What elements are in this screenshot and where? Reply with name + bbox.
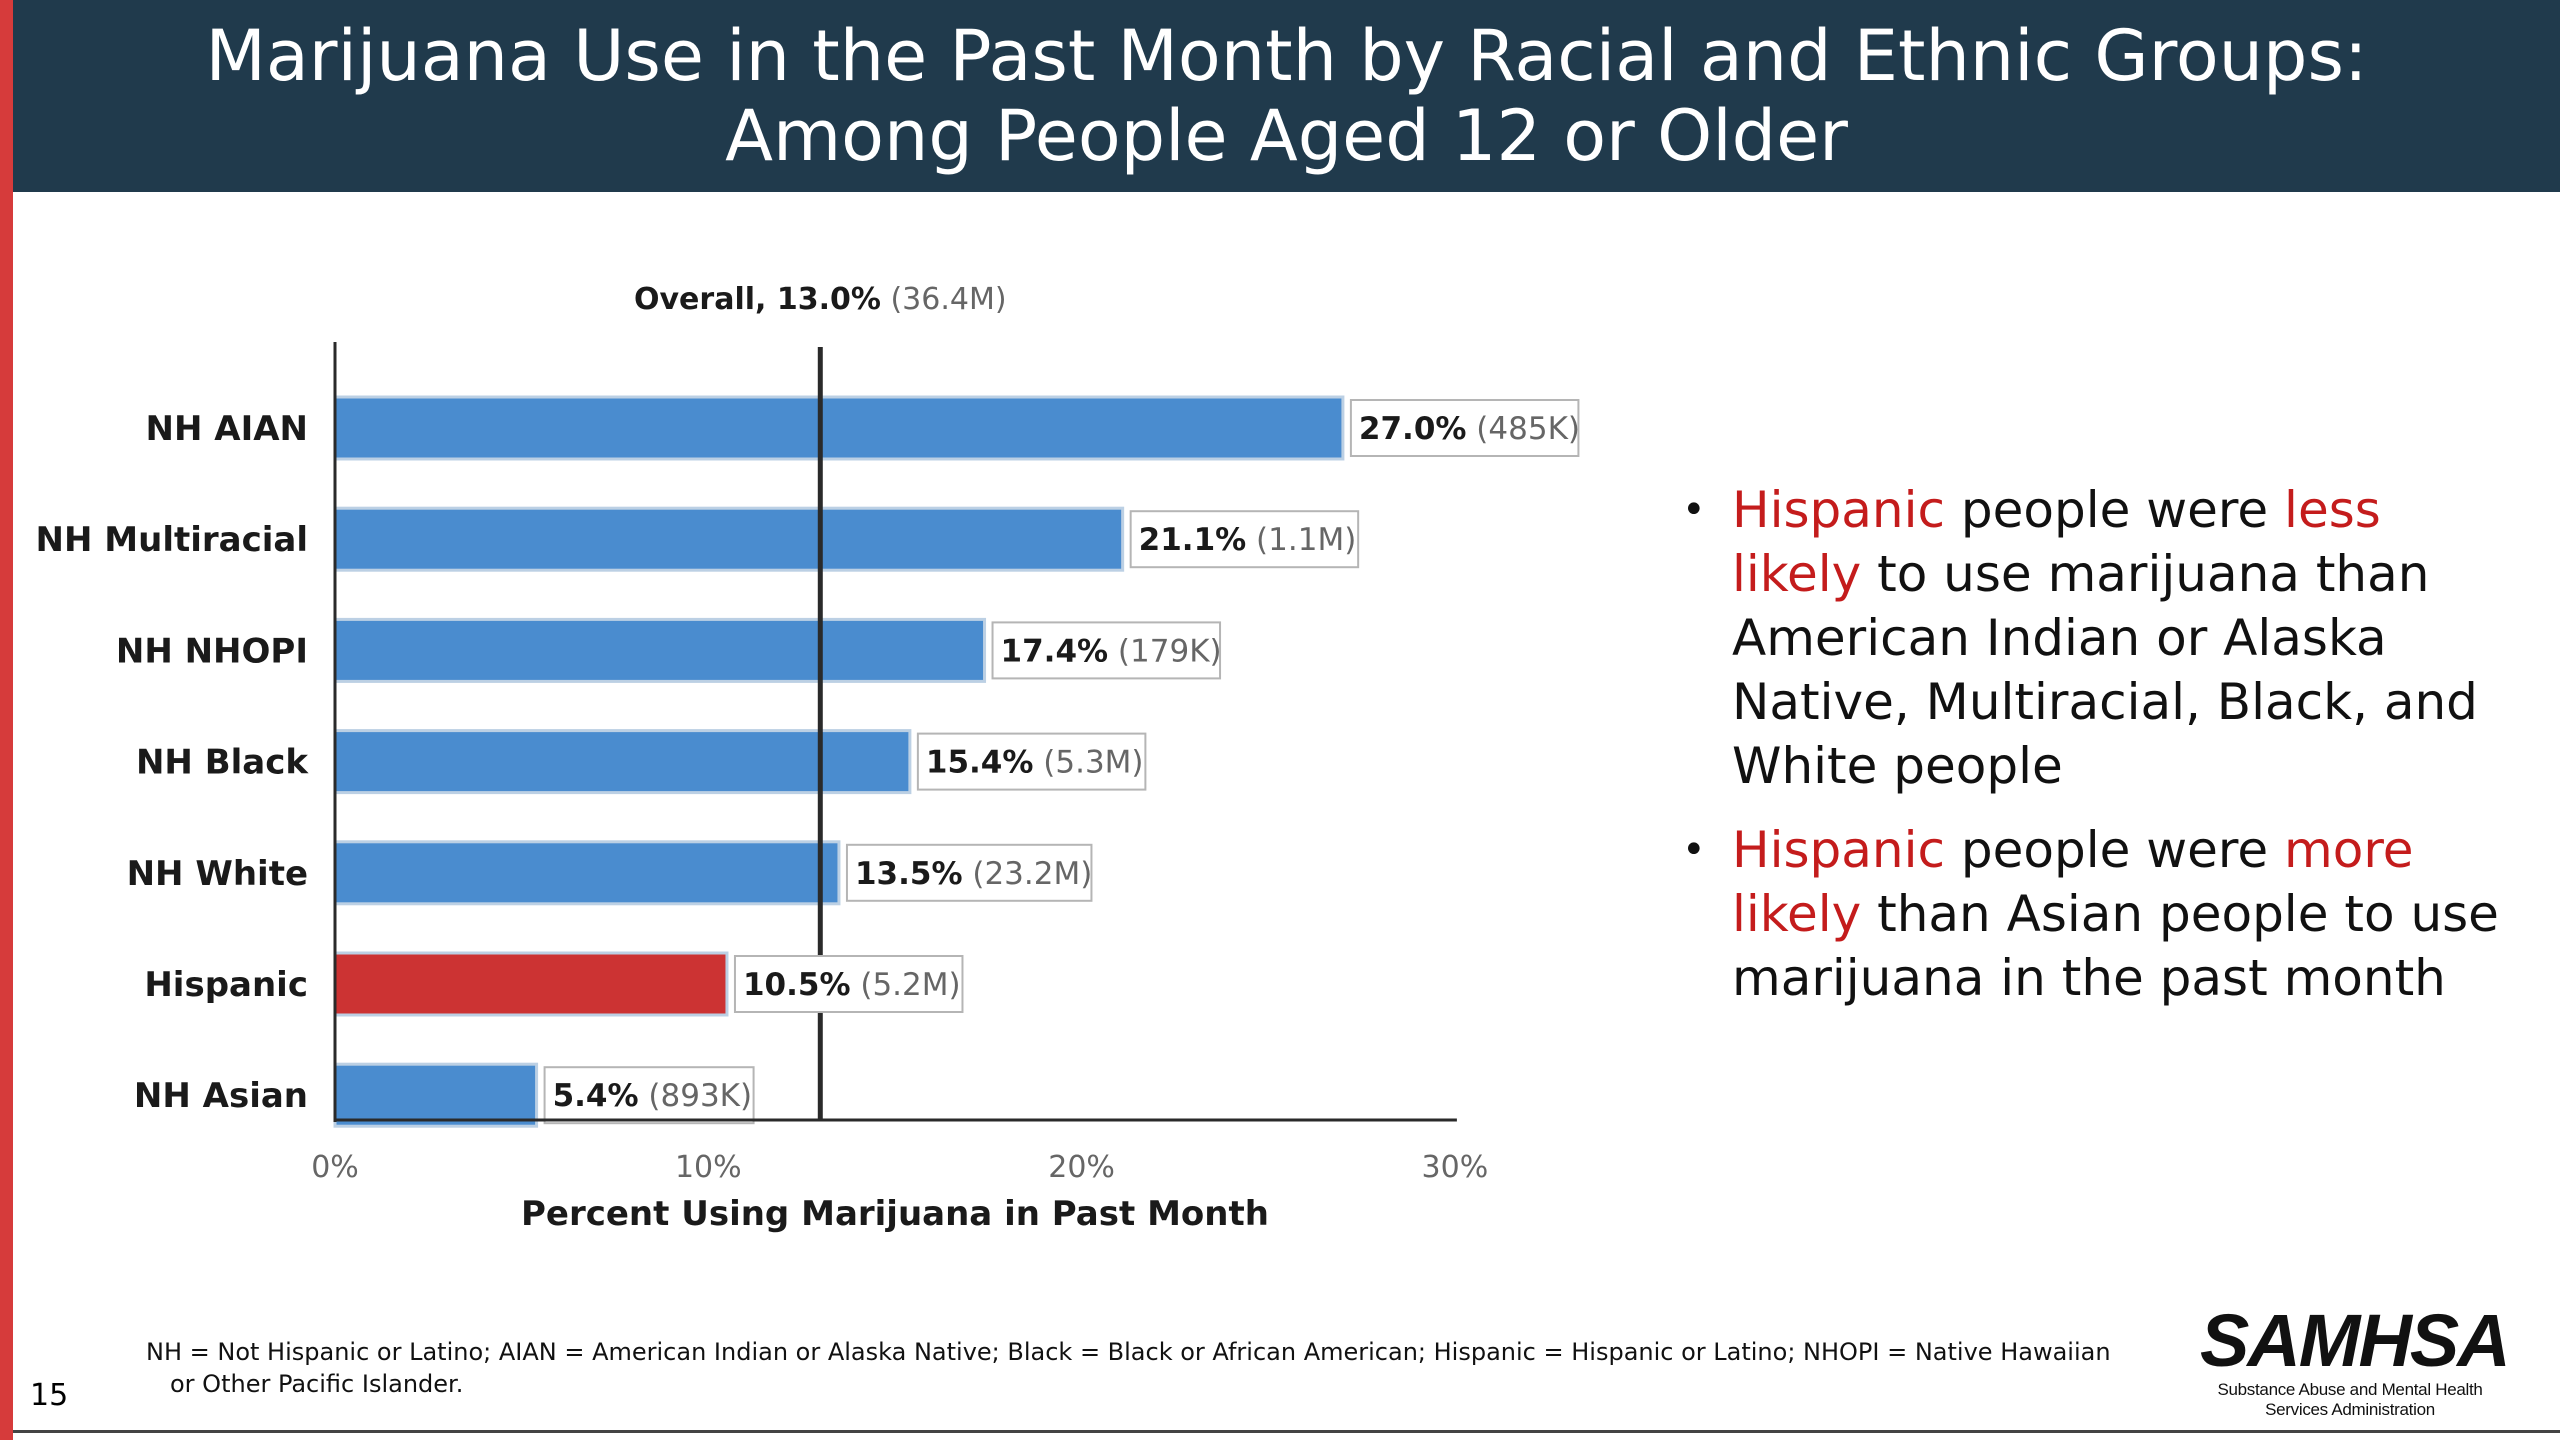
bullet-highlight-text: Hispanic xyxy=(1732,821,1945,879)
chart-data-labels: 27.0% (485K) 21.1% (1.1M) 17.4% (179K) 15.4… xyxy=(543,399,1580,1125)
category-label: NH Black xyxy=(136,743,309,783)
page-number: 15 xyxy=(30,1378,69,1413)
bottom-rule xyxy=(13,1430,2560,1433)
key-findings: • Hispanic people were less likely to use… xyxy=(1682,478,2512,1030)
data-label-count: (485K) xyxy=(1466,411,1580,447)
data-label-count: (5.3M) xyxy=(1033,745,1143,781)
data-label-box xyxy=(1129,510,1360,569)
bullet-highlight-text: Hispanic xyxy=(1732,481,1945,539)
overall-count: (36.4M) xyxy=(881,282,1007,317)
data-label-value: 10.5% xyxy=(743,967,851,1003)
data-label: 21.1% (1.1M) xyxy=(1139,522,1357,558)
data-label-box xyxy=(845,843,1093,902)
data-label-value: 21.1% xyxy=(1139,522,1247,558)
logo-subtitle-line-2: Services Administration xyxy=(2265,1400,2435,1419)
data-label-box xyxy=(543,1066,755,1125)
category-label: NH White xyxy=(127,854,308,894)
data-label-value: 15.4% xyxy=(926,745,1034,781)
x-tick-label: 20% xyxy=(1048,1150,1115,1185)
slide-title-line-1: Marijuana Use in the Past Month by Racia… xyxy=(205,15,2368,97)
x-axis-title: Percent Using Marijuana in Past Month xyxy=(521,1194,1269,1234)
bullet-text: people were xyxy=(1945,821,2285,879)
overall-reference-label: Overall, 13.0% (36.4M) xyxy=(634,282,1007,317)
data-label-value: 27.0% xyxy=(1359,411,1467,447)
bullet-highlight-text: less likely xyxy=(1732,481,2381,603)
samhsa-logo: SAMHSA Substance Abuse and Mental Health… xyxy=(2200,1299,2511,1420)
data-label: 10.5% (5.2M) xyxy=(743,967,961,1003)
bar xyxy=(333,617,987,683)
data-label-count: (1.1M) xyxy=(1246,522,1356,558)
bullet-highlight-text: more likely xyxy=(1732,821,2414,943)
category-label: Hispanic xyxy=(144,965,308,1005)
accent-bar xyxy=(0,0,13,1440)
title-banner: Marijuana Use in the Past Month by Racia… xyxy=(13,0,2560,192)
slide-title-line-2: Among People Aged 12 or Older xyxy=(725,95,1848,177)
bar xyxy=(333,951,729,1017)
data-label: 13.5% (23.2M) xyxy=(855,856,1092,892)
data-label-count: (893K) xyxy=(639,1078,753,1114)
category-label: NH Multiracial xyxy=(36,520,308,560)
category-label: NH Asian xyxy=(134,1076,308,1116)
x-tick-label: 30% xyxy=(1422,1150,1489,1185)
data-label-value: 17.4% xyxy=(1001,633,1109,669)
bar xyxy=(333,395,1345,461)
x-tick-label: 0% xyxy=(311,1150,359,1185)
data-label-count: (5.2M) xyxy=(851,967,961,1003)
data-label-box xyxy=(733,955,964,1013)
logo-subtitle-line-1: Substance Abuse and Mental Health xyxy=(2217,1380,2483,1399)
data-label: 17.4% (179K) xyxy=(1001,633,1222,669)
bar-chart: NH AIAN NH Multiracial NH NHOPI NH Black NH … xyxy=(36,282,1580,1234)
x-tick-label: 10% xyxy=(675,1150,742,1185)
data-label-value: 5.4% xyxy=(553,1078,639,1114)
data-label-box xyxy=(1349,399,1580,457)
data-label-value: 13.5% xyxy=(855,856,963,892)
data-label-box xyxy=(916,732,1147,791)
category-label: NH AIAN xyxy=(146,409,308,449)
bullet-item: • Hispanic people were more likely than A… xyxy=(1682,818,2512,1010)
data-label-box xyxy=(991,621,1222,680)
bar xyxy=(333,1062,539,1128)
logo-wordmark: SAMHSA xyxy=(2200,1299,2511,1382)
bullet-dot-icon: • xyxy=(1682,827,1706,873)
bar xyxy=(333,506,1125,572)
data-label-count: (23.2M) xyxy=(963,856,1093,892)
chart-bars xyxy=(333,395,1345,1128)
bar xyxy=(333,840,841,906)
category-label: NH NHOPI xyxy=(116,631,308,671)
data-label: 27.0% (485K) xyxy=(1359,411,1580,447)
bullet-text: than Asian people to use marijuana in th… xyxy=(1732,885,2499,1007)
data-label-count: (179K) xyxy=(1108,633,1222,669)
bullet-dot-icon: • xyxy=(1682,487,1706,533)
bullet-text: to use marijuana than American Indian or… xyxy=(1732,545,2478,795)
bullet-item: • Hispanic people were less likely to use… xyxy=(1682,478,2512,798)
bullet-text: people were xyxy=(1945,481,2285,539)
overall-value: Overall, 13.0% xyxy=(634,282,881,317)
bar xyxy=(333,729,912,795)
footnote: NH = Not Hispanic or Latino; AIAN = Amer… xyxy=(146,1338,2111,1398)
data-label: 15.4% (5.3M) xyxy=(926,745,1144,781)
data-label: 5.4% (893K) xyxy=(553,1078,753,1114)
